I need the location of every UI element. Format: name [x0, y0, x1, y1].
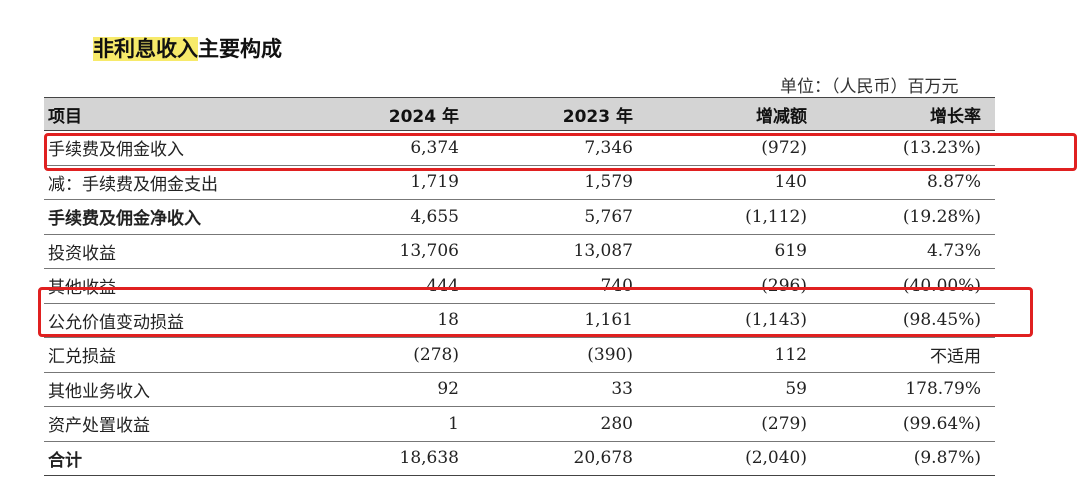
row-growth: (98.45%) [821, 303, 995, 338]
row-2023: 1,161 [473, 303, 647, 338]
row-change: 59 [647, 372, 821, 407]
row-change: (2,040) [647, 441, 821, 476]
row-2024: 92 [299, 372, 473, 407]
row-item: 手续费及佣金净收入 [44, 199, 299, 235]
header-item: 项目 [44, 97, 299, 131]
table-row: 其他收益 444 740 (296) (40.00%) [44, 268, 995, 304]
row-item: 其他业务收入 [44, 372, 299, 407]
annotation-box-fee-income [44, 133, 1077, 171]
row-2023: 33 [473, 372, 647, 407]
table-row: 公允价值变动损益 18 1,161 (1,143) (98.45%) [44, 303, 995, 338]
row-growth: (40.00%) [821, 268, 995, 304]
table-row: 手续费及佣金净收入 4,655 5,767 (1,112) (19.28%) [44, 199, 995, 235]
row-change: (296) [647, 268, 821, 304]
row-change: (972) [647, 130, 821, 166]
title-rest: 主要构成 [198, 37, 282, 61]
table-header-row: 项目 2024 年 2023 年 增减额 增长率 [44, 97, 995, 131]
table-row-total: 合计 18,638 20,678 (2,040) (9.87%) [44, 441, 995, 476]
row-2023: 7,346 [473, 130, 647, 166]
row-2023: 13,087 [473, 234, 647, 269]
row-2023: 5,767 [473, 199, 647, 235]
row-2023: 740 [473, 268, 647, 304]
row-growth: (13.23%) [821, 130, 995, 166]
income-table: 项目 2024 年 2023 年 增减额 增长率 手续费及佣金收入 6,374 … [44, 97, 995, 476]
row-change: (1,112) [647, 199, 821, 235]
row-item: 资产处置收益 [44, 406, 299, 442]
row-item: 合计 [44, 441, 299, 476]
row-growth: 不适用 [821, 337, 995, 373]
table-row: 投资收益 13,706 13,087 619 4.73% [44, 234, 995, 269]
unit-note: 单位：（人民币）百万元 [780, 77, 959, 97]
row-2023: 20,678 [473, 441, 647, 476]
row-item: 公允价值变动损益 [44, 303, 299, 338]
row-change: (279) [647, 406, 821, 442]
page-title: 非利息收入主要构成 [93, 33, 282, 63]
row-change: 619 [647, 234, 821, 269]
row-2024: 444 [299, 268, 473, 304]
table-row: 其他业务收入 92 33 59 178.79% [44, 372, 995, 407]
row-2024: 13,706 [299, 234, 473, 269]
row-item: 投资收益 [44, 234, 299, 269]
row-2024: 6,374 [299, 130, 473, 166]
row-item: 汇兑损益 [44, 337, 299, 373]
row-change: (1,143) [647, 303, 821, 338]
row-item: 手续费及佣金收入 [44, 130, 299, 166]
row-2024: 18,638 [299, 441, 473, 476]
title-highlight: 非利息收入 [93, 37, 198, 61]
row-growth: 4.73% [821, 234, 995, 269]
row-change: 112 [647, 337, 821, 373]
table-row: 资产处置收益 1 280 (279) (99.64%) [44, 406, 995, 442]
table-row: 汇兑损益 (278) (390) 112 不适用 [44, 337, 995, 373]
header-2023: 2023 年 [473, 97, 647, 131]
annotation-box-fair-value [38, 287, 1033, 337]
header-growth: 增长率 [821, 97, 995, 131]
row-growth: (19.28%) [821, 199, 995, 235]
row-growth: 178.79% [821, 372, 995, 407]
header-2024: 2024 年 [299, 97, 473, 131]
table-row: 手续费及佣金收入 6,374 7,346 (972) (13.23%) [44, 130, 995, 166]
row-2024: 1 [299, 406, 473, 442]
row-2024: (278) [299, 337, 473, 373]
row-growth: (99.64%) [821, 406, 995, 442]
header-change: 增减额 [647, 97, 821, 131]
row-2024: 18 [299, 303, 473, 338]
row-2023: 280 [473, 406, 647, 442]
row-item: 其他收益 [44, 268, 299, 304]
row-2023: (390) [473, 337, 647, 373]
row-growth: (9.87%) [821, 441, 995, 476]
row-2024: 4,655 [299, 199, 473, 235]
